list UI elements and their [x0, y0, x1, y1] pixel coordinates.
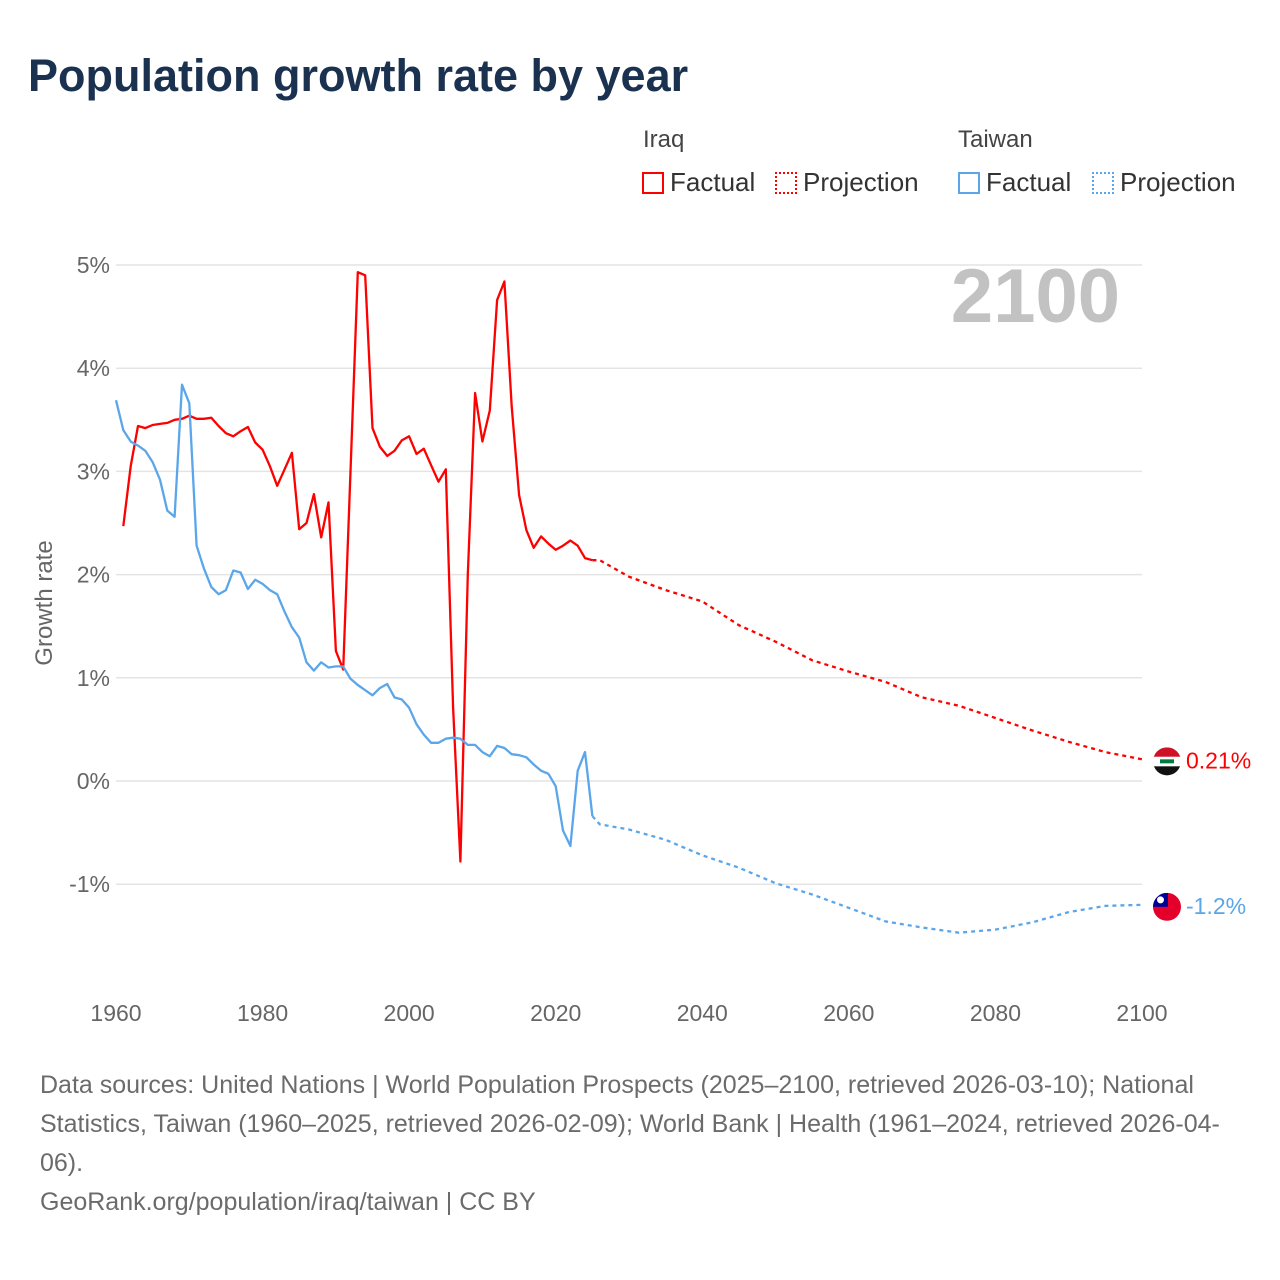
legend-group-taiwan: Taiwan: [958, 126, 1033, 153]
iraq-factual-line: [122, 271, 593, 863]
legend-label: Factual: [670, 167, 756, 197]
iraq-projection-line: [592, 559, 1143, 761]
taiwan-factual-line: [114, 383, 594, 848]
x-tick-label: 2100: [1116, 1000, 1167, 1026]
x-tick-label: 2000: [384, 1000, 435, 1026]
chart-title: Population growth rate by year: [28, 50, 689, 101]
x-tick-label: 1980: [237, 1000, 288, 1026]
legend-label: Projection: [803, 167, 919, 197]
legend-swatch-solid: [958, 171, 980, 194]
y-tick-label: 4%: [77, 355, 110, 381]
legend-taiwan-projection[interactable]: Projection: [1092, 167, 1236, 198]
legend-swatch-solid: [642, 171, 664, 194]
x-axis-ticks: 1960 1980 2000 2020 2040 2060 2080 2100: [90, 1000, 1167, 1026]
footer: Data sources: United Nations | World Pop…: [40, 1066, 1250, 1222]
legend-iraq-projection[interactable]: Projection: [775, 167, 919, 198]
gridlines: [116, 264, 1142, 885]
series-lines: [114, 271, 1143, 934]
y-tick-label: 0%: [77, 768, 110, 794]
x-tick-label: 2020: [530, 1000, 581, 1026]
y-axis-label: Growth rate: [31, 540, 58, 665]
y-tick-label: 5%: [77, 252, 110, 278]
year-watermark: 2100: [951, 254, 1120, 339]
y-axis-ticks: 5% 4% 3% 2% 1% 0% -1%: [69, 252, 110, 897]
y-tick-label: 3%: [77, 458, 110, 484]
legend-swatch-dotted: [1092, 171, 1114, 194]
iraq-end-label: 0.21%: [1186, 747, 1251, 773]
taiwan-end-label: -1.2%: [1186, 893, 1246, 919]
taiwan-projection-line: [591, 815, 1143, 934]
taiwan-flag-icon: [1153, 892, 1181, 921]
y-tick-label: 2%: [77, 562, 110, 588]
data-sources: Data sources: United Nations | World Pop…: [40, 1071, 1220, 1177]
legend-iraq-factual[interactable]: Factual: [642, 167, 755, 198]
legend-taiwan-factual[interactable]: Factual: [958, 167, 1071, 198]
series-end-markers: 0.21% -1.2%: [1153, 747, 1251, 921]
legend-label: Factual: [986, 167, 1072, 197]
legend-swatch-dotted: [775, 171, 797, 194]
x-tick-label: 2040: [677, 1000, 728, 1026]
legend-group-iraq: Iraq: [643, 126, 685, 153]
y-tick-label: 1%: [77, 665, 110, 691]
x-tick-label: 2060: [823, 1000, 874, 1026]
x-tick-label: 2080: [970, 1000, 1021, 1026]
y-tick-label: -1%: [69, 871, 110, 897]
legend-label: Projection: [1120, 167, 1236, 197]
iraq-flag-icon: [1153, 747, 1181, 776]
x-tick-label: 1960: [90, 1000, 141, 1026]
credit-link[interactable]: GeoRank.org/population/iraq/taiwan | CC …: [40, 1188, 536, 1216]
